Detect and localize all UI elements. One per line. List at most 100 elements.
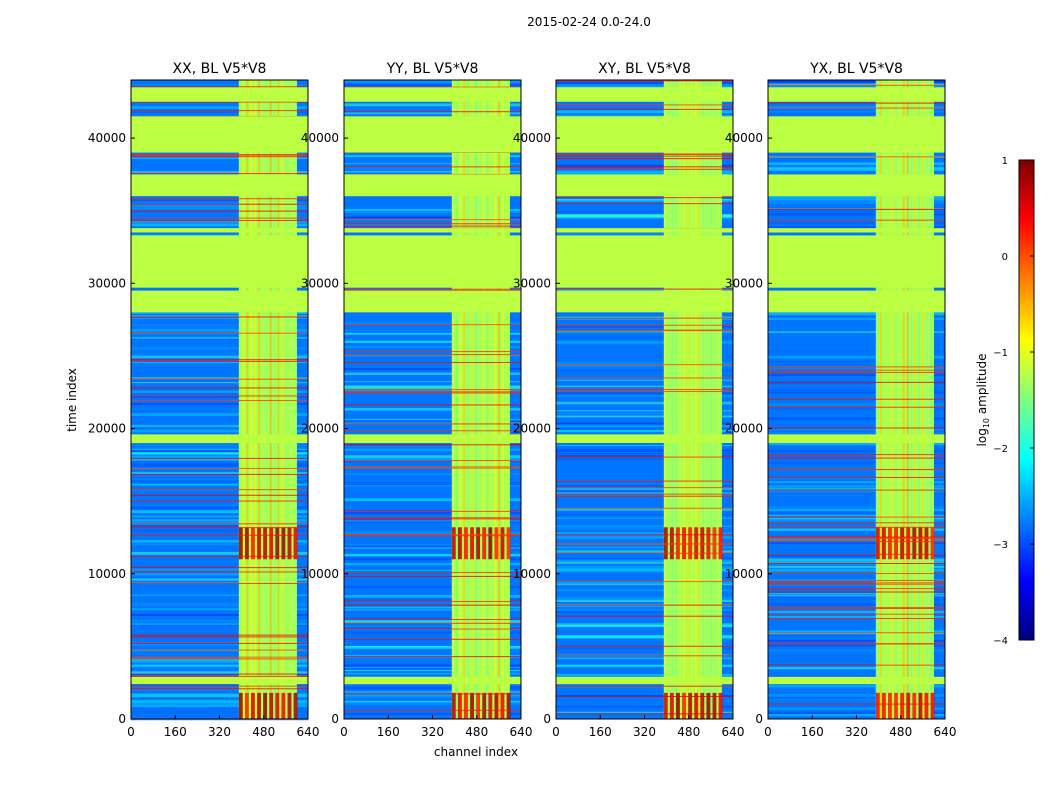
burst-patch: [912, 527, 917, 560]
heatmap-row-noise: [556, 317, 733, 320]
heatmap-row-noise: [556, 429, 733, 433]
heatmap-row-noise: [768, 569, 945, 572]
heatmap-row-noise: [768, 685, 945, 688]
rfi-line: [131, 642, 308, 644]
x-tick-label: 160: [377, 725, 400, 739]
heatmap-row-noise: [556, 635, 733, 639]
rfi-line: [768, 381, 945, 383]
channel-stripe: [289, 80, 291, 719]
flagged-band: [768, 87, 945, 102]
heatmap-row-noise: [556, 369, 733, 372]
heatmap-row-noise: [131, 429, 308, 433]
heatmap-row-noise: [131, 448, 308, 451]
heatmap-row-noise: [768, 707, 945, 710]
heatmap-image: [556, 80, 733, 719]
rfi-line: [344, 600, 521, 602]
heatmap-row-noise: [556, 456, 733, 460]
burst-patch: [494, 692, 499, 719]
rfi-line: [131, 316, 308, 318]
heatmap-row-noise: [556, 215, 733, 218]
heatmap-row-noise: [344, 647, 521, 649]
heatmap-row-noise: [768, 712, 945, 715]
heatmap-row-noise: [768, 106, 945, 109]
channel-stripe: [694, 80, 697, 719]
heatmap-row-noise: [556, 422, 733, 425]
rfi-line: [131, 101, 308, 103]
y-tick-label: 30000: [301, 276, 339, 290]
heatmap-row-noise: [131, 106, 308, 109]
heatmap-row-noise: [768, 168, 945, 171]
heatmap-row-noise: [768, 314, 945, 316]
burst-patch: [257, 692, 261, 719]
heatmap-row-noise: [131, 220, 308, 223]
rfi-line: [344, 517, 521, 519]
burst-patch: [482, 692, 487, 719]
heatmap-row-noise: [131, 573, 308, 576]
heatmap-row-noise: [768, 226, 945, 229]
burst-patch: [287, 527, 292, 560]
rfi-line: [131, 86, 308, 88]
rfi-line: [768, 536, 945, 538]
channel-stripe: [718, 80, 720, 719]
heatmap-row-noise: [344, 167, 521, 169]
rfi-line: [556, 655, 733, 657]
rfi-line: [131, 156, 308, 158]
heatmap-row-noise: [344, 329, 521, 332]
heatmap-row-noise: [131, 455, 308, 458]
channel-stripe: [455, 80, 458, 719]
heatmap-row-noise: [131, 402, 308, 405]
heatmap-row-noise: [768, 630, 945, 634]
burst-patch: [712, 692, 717, 719]
heatmap-row-noise: [556, 595, 733, 598]
rfi-line: [344, 389, 521, 391]
flagged-band: [768, 116, 945, 153]
y-tick-label: 10000: [725, 567, 763, 581]
heatmap-row-noise: [131, 473, 308, 477]
heatmap-row-noise: [344, 519, 521, 522]
heatmap-row-noise: [344, 354, 521, 357]
rfi-line: [131, 567, 308, 569]
y-tick-label: 30000: [88, 276, 126, 290]
rfi-line: [768, 406, 945, 408]
heatmap-row-noise: [768, 489, 945, 493]
heatmap-row-noise: [344, 216, 521, 220]
heatmap-row-noise: [131, 330, 308, 334]
rfi-line: [556, 685, 733, 687]
colorbar-label: log10 amplitude: [975, 354, 991, 447]
heatmap-row-noise: [556, 611, 733, 613]
channel-stripe: [698, 80, 701, 719]
burst-patch: [718, 692, 723, 719]
heatmap-row-noise: [344, 645, 521, 648]
burst-patch: [488, 527, 493, 560]
heatmap-row-noise: [131, 324, 308, 326]
y-tick-label: 30000: [513, 276, 551, 290]
rfi-line: [131, 649, 308, 651]
rfi-line: [131, 203, 308, 205]
heatmap-row-noise: [344, 668, 521, 670]
burst-patch: [281, 692, 286, 719]
burst-patch: [244, 692, 249, 719]
heatmap-row-noise: [344, 556, 521, 558]
flagged-band: [556, 87, 733, 102]
rfi-line: [556, 155, 733, 157]
heatmap-row-noise: [556, 482, 733, 485]
heatmap-row-noise: [768, 349, 945, 353]
heatmap-row-noise: [556, 517, 733, 520]
heatmap-row-noise: [344, 420, 521, 423]
y-tick-label: 40000: [513, 131, 551, 145]
rfi-line: [131, 217, 308, 219]
channel-stripe: [265, 80, 268, 719]
heatmap-row-noise: [768, 392, 945, 394]
heatmap-row-noise: [768, 660, 945, 664]
heatmap-row-noise: [344, 443, 521, 446]
heatmap-row-noise: [131, 458, 308, 461]
flagged-band: [768, 676, 945, 685]
heatmap-row-noise: [768, 538, 945, 541]
heatmap-row-noise: [556, 480, 733, 484]
burst-patch: [669, 527, 674, 560]
heatmap-row-noise: [131, 702, 308, 706]
colorbar-label-rest: amplitude: [975, 354, 989, 418]
channel-stripe: [281, 80, 284, 719]
rfi-line: [344, 423, 521, 425]
y-tick-label: 30000: [725, 276, 763, 290]
